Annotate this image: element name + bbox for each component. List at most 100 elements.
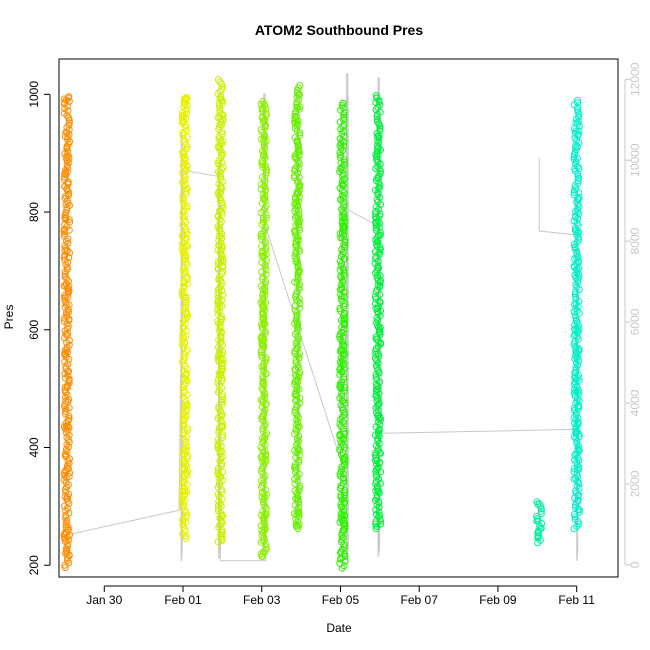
data-point [63, 143, 71, 151]
data-point [181, 506, 189, 514]
data-point [295, 385, 303, 393]
data-point [215, 429, 223, 437]
data-point [340, 375, 348, 383]
data-point [573, 397, 581, 405]
data-point [181, 450, 189, 458]
data-point [293, 278, 301, 286]
x-tick-label: Jan 30 [86, 593, 122, 607]
data-point [182, 309, 190, 317]
data-point [339, 511, 347, 519]
data-point [292, 359, 300, 367]
data-point [63, 310, 70, 318]
data-point [60, 226, 68, 234]
data-point [218, 111, 226, 118]
data-point [262, 354, 270, 362]
data-point [219, 356, 227, 364]
data-point [219, 291, 227, 299]
data-point [376, 328, 384, 336]
data-point [374, 382, 381, 390]
data-point [262, 452, 270, 460]
data-point [219, 262, 227, 270]
data-point [179, 447, 187, 455]
data-point [337, 159, 345, 167]
y2-tick-label: 0 [628, 561, 642, 568]
data-point [575, 404, 583, 412]
data-point [341, 456, 349, 464]
data-point [261, 261, 269, 269]
data-point [261, 456, 269, 463]
data-point [65, 415, 73, 422]
data-point [216, 514, 224, 522]
data-point [372, 487, 380, 495]
data-point [258, 173, 266, 181]
data-point [178, 240, 186, 248]
data-point [336, 153, 344, 161]
data-point [182, 320, 189, 328]
data-point [215, 351, 223, 359]
data-point [573, 382, 581, 390]
data-point [216, 197, 224, 204]
data-point [184, 426, 192, 434]
data-point [62, 452, 70, 460]
data-point [180, 279, 188, 287]
data-point [372, 457, 379, 464]
data-point [336, 290, 344, 298]
data-point [183, 185, 191, 193]
y2-tick-label: 2000 [628, 470, 642, 497]
data-point [261, 524, 269, 532]
data-point [374, 385, 382, 393]
data-point [259, 537, 267, 545]
data-point [375, 513, 382, 521]
data-point [178, 292, 186, 300]
data-point [340, 116, 348, 124]
data-point [61, 493, 69, 501]
data-point [181, 256, 189, 264]
data-point [340, 203, 348, 211]
data-point [375, 487, 383, 495]
data-point [336, 135, 344, 143]
data-point [375, 232, 383, 240]
data-point [65, 308, 73, 316]
data-point [259, 304, 267, 311]
data-point [295, 423, 303, 431]
data-point [259, 163, 267, 171]
data-point [214, 223, 222, 230]
data-point [180, 316, 188, 324]
data-point [218, 242, 226, 250]
data-point [291, 278, 299, 286]
data-point [63, 483, 71, 491]
data-point [340, 201, 348, 209]
data-point [180, 491, 188, 499]
data-point [337, 354, 345, 362]
data-point [340, 341, 348, 349]
data-point [214, 76, 222, 84]
data-point [371, 300, 379, 308]
data-point [60, 469, 68, 477]
data-point [63, 308, 70, 316]
data-point [290, 174, 298, 182]
data-point [575, 321, 582, 329]
data-point [338, 285, 346, 293]
data-point [372, 392, 380, 400]
data-point [340, 526, 348, 534]
data-point [573, 458, 581, 466]
data-point [217, 442, 225, 450]
data-point [215, 371, 223, 379]
data-point [341, 411, 348, 419]
data-point [217, 137, 225, 144]
data-point [217, 473, 225, 481]
data-point [295, 221, 303, 229]
data-point [295, 212, 303, 220]
data-point [374, 464, 382, 472]
data-point [61, 133, 69, 140]
data-point [575, 465, 583, 473]
data-point [61, 346, 69, 354]
data-point [295, 458, 303, 466]
data-point [575, 326, 583, 334]
data-point [65, 152, 72, 160]
data-point [261, 263, 269, 271]
data-point [60, 476, 68, 484]
data-point [572, 281, 580, 289]
data-point [257, 511, 265, 519]
data-point [295, 148, 303, 156]
